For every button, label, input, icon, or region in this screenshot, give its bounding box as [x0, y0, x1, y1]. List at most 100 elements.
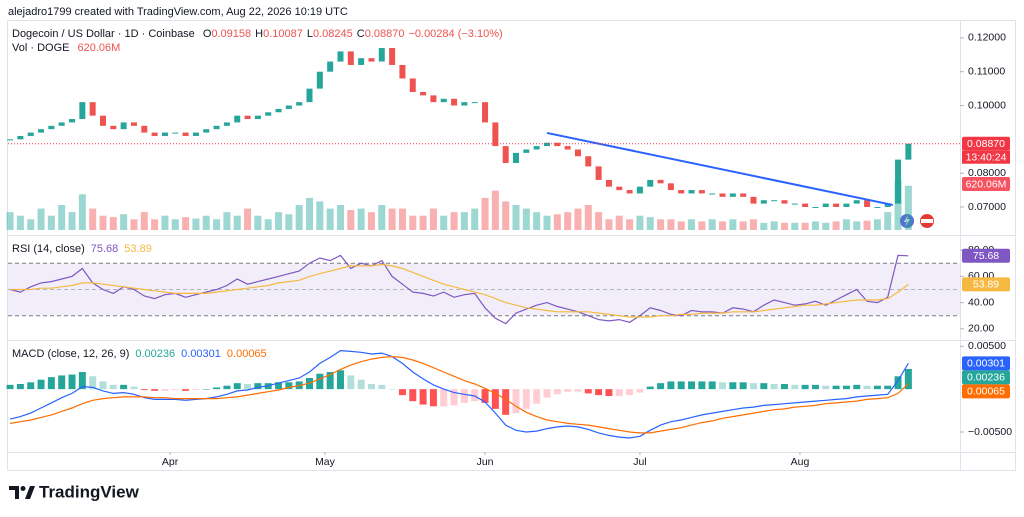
macd-histogram-bar: [605, 389, 613, 396]
macd-histogram-bar: [367, 384, 375, 390]
macd-histogram-bar: [357, 379, 365, 390]
candle: [192, 132, 199, 136]
candle: [99, 115, 106, 126]
volume-bar: [378, 205, 386, 230]
candle: [461, 102, 468, 106]
macd-histogram-bar: [884, 385, 892, 390]
volume-bar: [502, 201, 510, 230]
candle: [864, 200, 871, 207]
volume-bar: [801, 222, 809, 230]
candle: [89, 102, 96, 116]
volume-bar: [213, 219, 221, 230]
macd-histogram-bar: [336, 370, 344, 390]
candle: [378, 48, 385, 62]
volume-bar: [58, 205, 66, 230]
brand: TradingView: [39, 482, 140, 501]
macd-histogram-bar: [760, 383, 768, 390]
candle: [595, 166, 602, 180]
macd-histogram-bar: [553, 389, 561, 395]
volume-bar: [367, 212, 375, 230]
candle: [265, 112, 272, 116]
volume-bar: [780, 222, 788, 230]
volume-bar: [109, 217, 117, 230]
macd-histogram-bar: [491, 389, 499, 409]
ohlc-value: 0.09158: [211, 28, 251, 40]
macd-histogram-bar: [719, 382, 727, 390]
macd-histogram-bar: [904, 368, 912, 390]
price-badge: [962, 356, 1010, 371]
indicator-value: 53.89: [124, 243, 152, 255]
volume-bar: [89, 208, 97, 230]
candle: [492, 122, 499, 147]
volume-bar: [47, 215, 55, 230]
macd-histogram-bar: [801, 384, 809, 390]
volume-bar: [316, 201, 324, 230]
candle: [585, 156, 592, 167]
macd-histogram-bar: [822, 385, 830, 390]
price-badge-label: 0.00236: [967, 372, 1005, 384]
volume-bar: [16, 215, 24, 230]
x-tick-label: Apr: [162, 456, 179, 468]
macd-histogram-bar: [47, 377, 55, 390]
price-badge-label: 0.00301: [967, 358, 1005, 370]
x-tick-label: Jul: [633, 456, 646, 468]
volume-bar: [574, 208, 582, 230]
volume-bar: [285, 214, 293, 230]
ohlc-value: 0.10087: [263, 28, 303, 40]
volume-bar: [78, 194, 86, 230]
candle: [853, 200, 860, 204]
macd-histogram-bar: [398, 389, 406, 396]
volume-bar: [233, 215, 241, 230]
candle: [502, 146, 509, 164]
candle: [420, 92, 427, 96]
candle: [244, 115, 251, 120]
volume-bar: [264, 219, 272, 230]
macd-histogram-bar: [873, 385, 881, 390]
ohlc-value: 0.08870: [365, 28, 405, 40]
volume-bar: [182, 217, 190, 230]
volume-bar: [842, 219, 850, 230]
macd-histogram-bar: [58, 375, 66, 390]
logo-mark: [25, 486, 35, 499]
volume-bar: [533, 212, 541, 230]
volume-bar: [543, 215, 551, 230]
price-badge-label: 75.68: [973, 250, 999, 262]
candle: [667, 183, 674, 191]
macd-histogram-bar: [688, 381, 696, 390]
candle: [688, 190, 695, 194]
price-badge-label: 53.89: [973, 279, 999, 291]
candle: [17, 135, 24, 140]
macd-histogram-bar: [440, 389, 448, 407]
macd-histogram-bar: [99, 381, 107, 390]
y-tick-label: 0.11000: [968, 65, 1005, 77]
macd-histogram-bar: [161, 389, 169, 391]
logo-mark: [9, 486, 19, 499]
volume-value: 620.06M: [77, 42, 120, 54]
candle: [750, 196, 757, 204]
candle: [48, 125, 55, 130]
candle: [698, 190, 705, 194]
candle: [822, 203, 829, 207]
ohlc-key: H: [255, 28, 263, 40]
macd-histogram-bar: [254, 383, 262, 390]
macd-histogram-bar: [481, 389, 489, 403]
x-tick-label: May: [315, 456, 336, 468]
volume-bar: [37, 208, 45, 230]
candle: [440, 98, 447, 103]
macd-histogram-bar: [626, 389, 634, 396]
y-tick-label: 0.00500: [968, 340, 1006, 352]
macd-histogram-bar: [326, 372, 334, 390]
volume-bar: [326, 208, 334, 230]
candle: [358, 58, 365, 65]
event-icons: [900, 214, 934, 228]
macd-histogram-bar: [842, 385, 850, 390]
volume-bar: [657, 219, 665, 230]
event-icon-glyph: [921, 219, 933, 223]
candle: [523, 149, 530, 153]
macd-histogram-bar: [233, 383, 241, 390]
volume-bar: [120, 214, 128, 230]
volume-bar: [719, 221, 727, 230]
candle: [740, 193, 747, 197]
volume-bar: [409, 215, 417, 230]
volume-bar: [770, 221, 778, 230]
